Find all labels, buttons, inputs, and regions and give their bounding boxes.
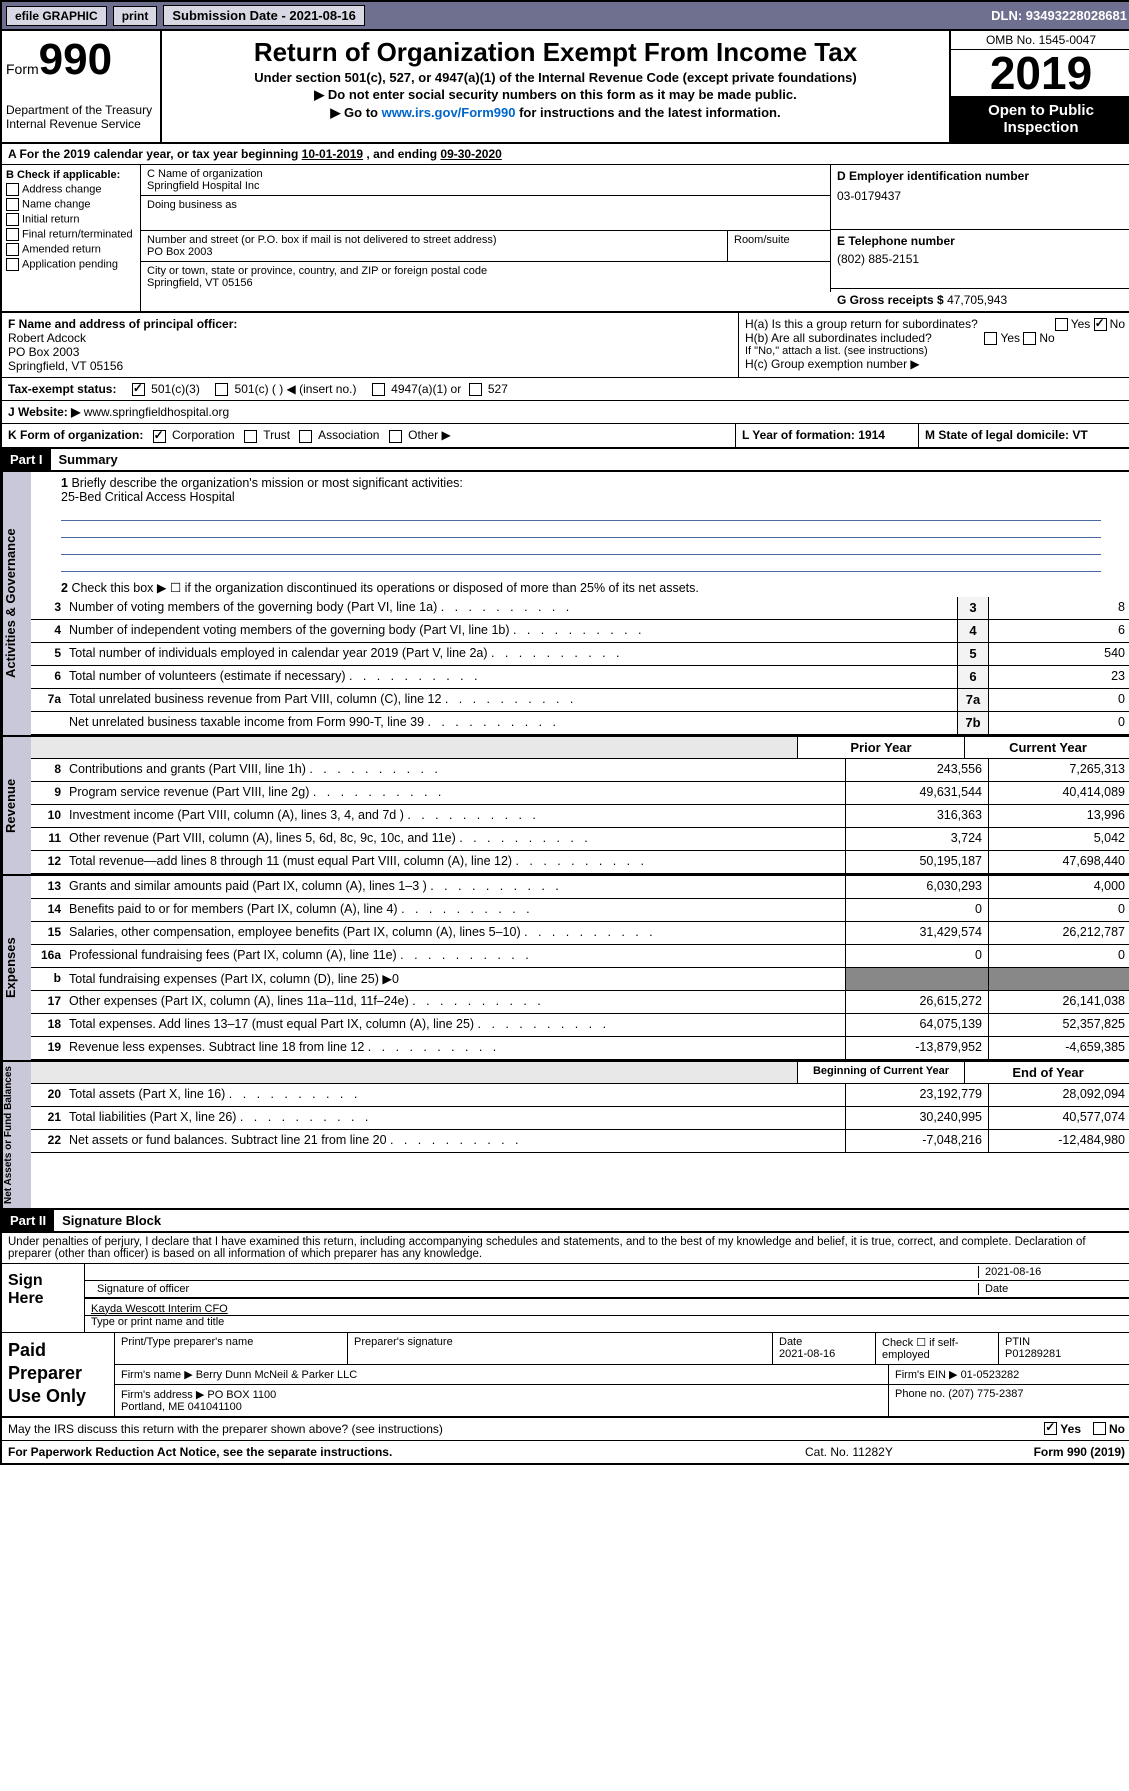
col-current: Current Year xyxy=(964,737,1129,758)
part1-badge: Part I xyxy=(2,449,51,470)
check-final[interactable] xyxy=(6,228,19,241)
ha-yes[interactable] xyxy=(1055,318,1068,331)
perjury-text: Under penalties of perjury, I declare th… xyxy=(2,1233,1129,1264)
section-c: C Name of organizationSpringfield Hospit… xyxy=(141,165,831,311)
officer-address: PO Box 2003 Springfield, VT 05156 xyxy=(8,345,732,373)
top-toolbar: efile GRAPHIC print Submission Date - 20… xyxy=(2,2,1129,31)
col-beginning: Beginning of Current Year xyxy=(797,1062,964,1083)
check-address[interactable] xyxy=(6,183,19,196)
check-501c[interactable] xyxy=(215,383,228,396)
firm-ein: 01-0523282 xyxy=(961,1369,1020,1381)
officer-sign-name: Kayda Wescott Interim CFO xyxy=(91,1303,228,1315)
sig-label: Signature of officer xyxy=(97,1283,189,1295)
sign-here: Sign Here xyxy=(2,1264,85,1332)
hb-yes[interactable] xyxy=(984,332,997,345)
part1-title: Summary xyxy=(51,449,126,470)
form-title: Return of Organization Exempt From Incom… xyxy=(168,37,943,68)
name-label: Type or print name and title xyxy=(85,1316,1129,1332)
side-netassets: Net Assets or Fund Balances xyxy=(2,1062,31,1208)
side-revenue: Revenue xyxy=(2,737,31,874)
year-end: 09-30-2020 xyxy=(440,147,501,161)
check-name[interactable] xyxy=(6,198,19,211)
irs-link[interactable]: www.irs.gov/Form990 xyxy=(382,105,516,120)
section-k: K Form of organization: Corporation Trus… xyxy=(2,424,735,446)
discuss-row: May the IRS discuss this return with the… xyxy=(2,1418,1129,1441)
form-header: Form990 Department of the Treasury Inter… xyxy=(2,31,1129,144)
col-prior: Prior Year xyxy=(797,737,964,758)
check-4947[interactable] xyxy=(372,383,385,396)
prep-sig-lbl: Preparer's signature xyxy=(354,1336,766,1348)
check-pending[interactable] xyxy=(6,258,19,271)
part2-badge: Part II xyxy=(2,1210,54,1231)
section-h: H(a) Is this a group return for subordin… xyxy=(738,313,1129,377)
side-governance: Activities & Governance xyxy=(2,472,31,735)
gross-receipts: 47,705,943 xyxy=(947,293,1007,307)
side-expenses: Expenses xyxy=(2,876,31,1060)
paid-preparer-label: Paid Preparer Use Only xyxy=(2,1333,115,1416)
prep-date: 2021-08-16 xyxy=(779,1348,835,1360)
form-subtitle-2: ▶ Do not enter social security numbers o… xyxy=(168,87,943,103)
section-a: A For the 2019 calendar year, or tax yea… xyxy=(2,144,1129,165)
form-number: 990 xyxy=(39,35,112,84)
submission-date: Submission Date - 2021-08-16 xyxy=(163,5,365,26)
org-address: PO Box 2003 xyxy=(147,246,721,258)
self-employed: Check ☐ if self-employed xyxy=(876,1333,999,1364)
check-other[interactable] xyxy=(389,430,402,443)
form-subtitle-3: ▶ Go to www.irs.gov/Form990 for instruct… xyxy=(168,105,943,121)
firm-phone: (207) 775-2387 xyxy=(948,1388,1023,1400)
website[interactable]: www.springfieldhospital.org xyxy=(84,405,229,419)
print-button[interactable]: print xyxy=(113,6,158,26)
check-assoc[interactable] xyxy=(299,430,312,443)
discuss-no[interactable] xyxy=(1093,1422,1106,1435)
dln: DLN: 93493228028681 xyxy=(991,8,1127,23)
form-subtitle-1: Under section 501(c), 527, or 4947(a)(1)… xyxy=(168,70,943,85)
section-i: Tax-exempt status: 501(c)(3) 501(c) ( ) … xyxy=(2,378,1129,401)
part2-title: Signature Block xyxy=(54,1210,169,1231)
ha-no[interactable] xyxy=(1094,318,1107,331)
q2: 2 Check this box ▶ ☐ if the organization… xyxy=(31,576,1129,597)
tax-year: 2019 xyxy=(951,50,1129,96)
check-trust[interactable] xyxy=(244,430,257,443)
year-begin: 10-01-2019 xyxy=(302,147,363,161)
public-inspection: Open to Public Inspection xyxy=(951,96,1129,142)
check-527[interactable] xyxy=(469,383,482,396)
section-j: J Website: ▶ www.springfieldhospital.org xyxy=(2,401,1129,424)
dept-treasury: Department of the Treasury Internal Reve… xyxy=(6,103,156,131)
section-m: M State of legal domicile: VT xyxy=(918,424,1129,446)
form-word: Form xyxy=(6,61,39,77)
org-name: Springfield Hospital Inc xyxy=(147,180,824,192)
org-city: Springfield, VT 05156 xyxy=(147,277,824,289)
officer-name: Robert Adcock xyxy=(8,331,732,345)
section-f: F Name and address of principal officer:… xyxy=(2,313,738,377)
phone: (802) 885-2151 xyxy=(837,252,1125,266)
discuss-yes[interactable] xyxy=(1044,1422,1057,1435)
firm-name: Berry Dunn McNeil & Parker LLC xyxy=(196,1369,357,1381)
check-corp[interactable] xyxy=(153,430,166,443)
efile-label: efile GRAPHIC xyxy=(6,6,107,26)
footer: For Paperwork Reduction Act Notice, see … xyxy=(2,1441,1129,1463)
sign-date: 2021-08-16 xyxy=(985,1266,1041,1278)
ein: 03-0179437 xyxy=(837,189,1125,203)
section-b: B Check if applicable: Address change Na… xyxy=(2,165,141,311)
q1: 1 Briefly describe the organization's mi… xyxy=(31,472,1129,576)
check-initial[interactable] xyxy=(6,213,19,226)
check-501c3[interactable] xyxy=(132,383,145,396)
ptin: P01289281 xyxy=(1005,1348,1061,1360)
prep-name-lbl: Print/Type preparer's name xyxy=(121,1336,341,1348)
hb-no[interactable] xyxy=(1023,332,1036,345)
col-endyear: End of Year xyxy=(964,1062,1129,1083)
section-l: L Year of formation: 1914 xyxy=(735,424,918,446)
mission-text: 25-Bed Critical Access Hospital xyxy=(61,490,235,504)
check-amended[interactable] xyxy=(6,243,19,256)
section-d-e-g: D Employer identification number03-01794… xyxy=(831,165,1129,311)
